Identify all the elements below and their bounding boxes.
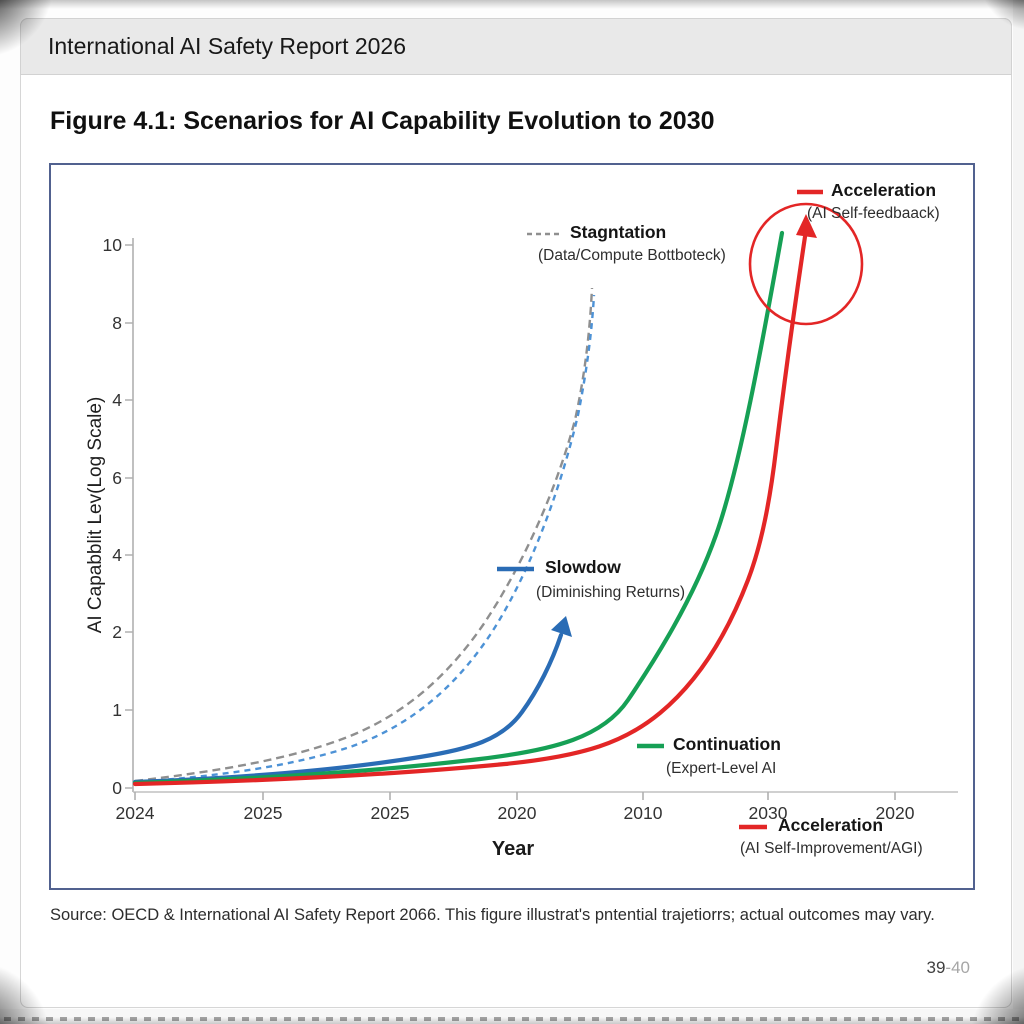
y-tick-label: 10	[102, 235, 122, 255]
stagnation-legend-subtitle: (Data/Compute Bottboteck)	[538, 247, 726, 264]
x-axis-title: Year	[491, 838, 535, 860]
x-tick-label: 2024	[115, 803, 155, 823]
slowdown-curve	[132, 632, 564, 785]
slowdown-legend-subtitle: (Diminishing Returns)	[536, 584, 686, 601]
y-axis-title: AI Capabblit Lev(Log Scale)	[85, 396, 106, 634]
slowdown-legend-label: Slowdow	[545, 557, 621, 577]
acceleration-bottom-legend-subtitle: (AI Self-Improvement/AGI)	[740, 840, 923, 857]
y-tick-label: 8	[112, 313, 122, 333]
page-number-next: -40	[945, 958, 970, 977]
continuation-curve	[132, 230, 785, 786]
acceleration-bottom-legend-label: Acceleration	[778, 815, 884, 835]
y-tick-label: 0	[112, 778, 122, 798]
page-number: 39-40	[870, 958, 971, 978]
x-tick-label: 2020	[497, 803, 537, 823]
continuation-legend-label: Continuation	[673, 734, 781, 754]
acceleration-curve	[132, 227, 809, 787]
y-tick-label: 1	[112, 700, 122, 720]
acceleration-top-legend-label: Acceleration	[831, 180, 937, 200]
x-tick-label: 2025	[370, 803, 410, 823]
page-number-current: 39	[926, 958, 946, 977]
continuation-legend-subtitle: (Expert-Level AI	[666, 760, 777, 777]
x-tick-label: 2010	[623, 803, 663, 823]
acceleration-top-legend-subtitle: (AI Self-feedbaack)	[807, 205, 940, 222]
y-axis-ticks	[125, 244, 133, 789]
source-note: Source: OECD & International AI Safety R…	[50, 906, 935, 924]
x-tick-label: 2025	[243, 803, 283, 823]
x-axis-ticks	[134, 792, 896, 800]
stagnation-legend-label: Stagntation	[570, 222, 667, 242]
